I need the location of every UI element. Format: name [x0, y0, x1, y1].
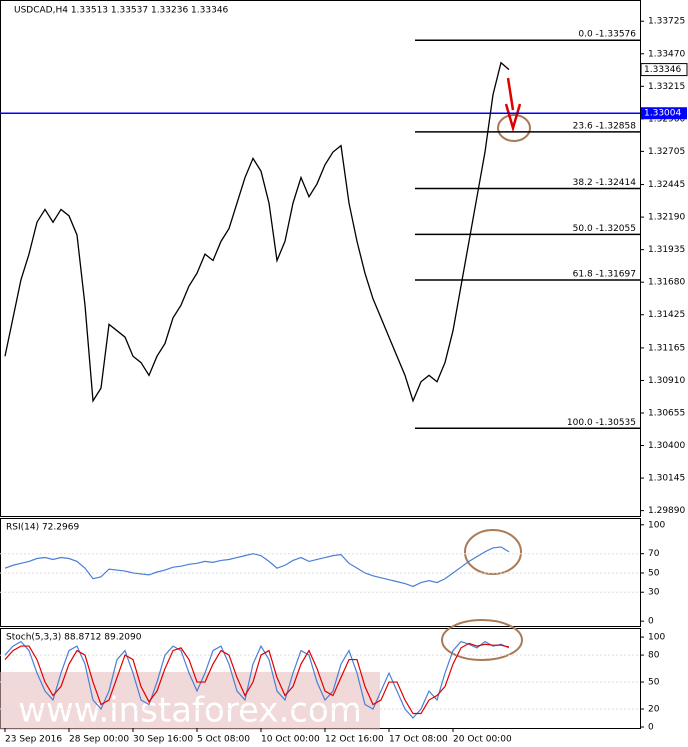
- arrow: [504, 77, 522, 133]
- level-price-label: 1.33004: [644, 109, 681, 119]
- fib-label: 100.0 -1.30535: [567, 418, 636, 428]
- price-box: [641, 107, 687, 120]
- main-panel: [0, 0, 641, 517]
- y-tick-label: 1.33215: [648, 82, 685, 92]
- x-tick-label: 10 Oct 00:00: [261, 735, 320, 745]
- fib-label: 0.0 -1.33576: [578, 30, 636, 40]
- series-line: [4, 546, 510, 588]
- y-tick-label: 50: [648, 568, 660, 578]
- y-tick-label: 50: [648, 678, 660, 688]
- fib-label: 50.0 -1.32055: [573, 224, 636, 234]
- y-tick-label: 100: [648, 520, 665, 530]
- y-tick-label: 1.33725: [648, 17, 685, 27]
- y-tick-label: 1.31425: [648, 310, 685, 320]
- fib-label: 23.6 -1.32858: [573, 121, 637, 131]
- y-tick-label: 30: [648, 588, 660, 598]
- y-tick-label: 0: [648, 723, 654, 733]
- x-tick-label: 20 Oct 00:00: [453, 735, 512, 745]
- y-tick-label: 1.30655: [648, 408, 685, 418]
- fib-label: 61.8 -1.31697: [573, 270, 636, 280]
- y-tick-label: 20: [648, 705, 660, 715]
- y-tick-label: 1.29890: [648, 506, 685, 516]
- price-box: [640, 63, 688, 77]
- watermark: www.instaforex.com: [18, 691, 362, 731]
- series-line: [4, 640, 510, 719]
- chart-title: USDCAD,H4 1.33513 1.33537 1.33236 1.3334…: [14, 6, 229, 16]
- circle-annotation: [497, 114, 531, 142]
- y-tick-label: 1.32960: [648, 114, 685, 124]
- circle-annotation: [441, 619, 523, 661]
- rsi-title: RSI(14) 72.2969: [6, 523, 79, 533]
- y-tick-label: 80: [648, 651, 660, 661]
- y-tick-label: 1.32705: [648, 147, 685, 157]
- y-tick-label: 70: [648, 549, 660, 559]
- x-tick-label: 23 Sep 2016: [5, 735, 62, 745]
- y-tick-label: 1.33470: [648, 49, 685, 59]
- x-tick-label: 30 Sep 16:00: [133, 735, 193, 745]
- circle-annotation: [464, 529, 522, 575]
- stoch-title: Stoch(5,3,3) 88.8712 89.2090: [6, 633, 142, 643]
- y-tick-label: 1.31680: [648, 278, 685, 288]
- y-tick-label: 0: [648, 617, 654, 627]
- series-line: [4, 61, 510, 403]
- fib-label: 38.2 -1.32414: [573, 178, 637, 188]
- x-tick-label: 17 Oct 08:00: [389, 735, 448, 745]
- y-tick-label: 1.31165: [648, 343, 685, 353]
- y-tick-label: 1.30145: [648, 474, 685, 484]
- y-tick-label: 1.30400: [648, 441, 685, 451]
- x-tick-label: 12 Oct 16:00: [325, 735, 384, 745]
- y-tick-label: 1.31935: [648, 245, 685, 255]
- x-tick-label: 5 Oct 08:00: [197, 735, 250, 745]
- y-tick-label: 100: [648, 633, 665, 643]
- series-line: [4, 642, 510, 715]
- y-tick-label: 1.32445: [648, 180, 685, 190]
- x-tick-label: 28 Sep 00:00: [69, 735, 129, 745]
- y-tick-label: 1.30910: [648, 376, 685, 386]
- y-tick-label: 1.32190: [648, 213, 685, 223]
- last-price-label: 1.33346: [644, 65, 681, 75]
